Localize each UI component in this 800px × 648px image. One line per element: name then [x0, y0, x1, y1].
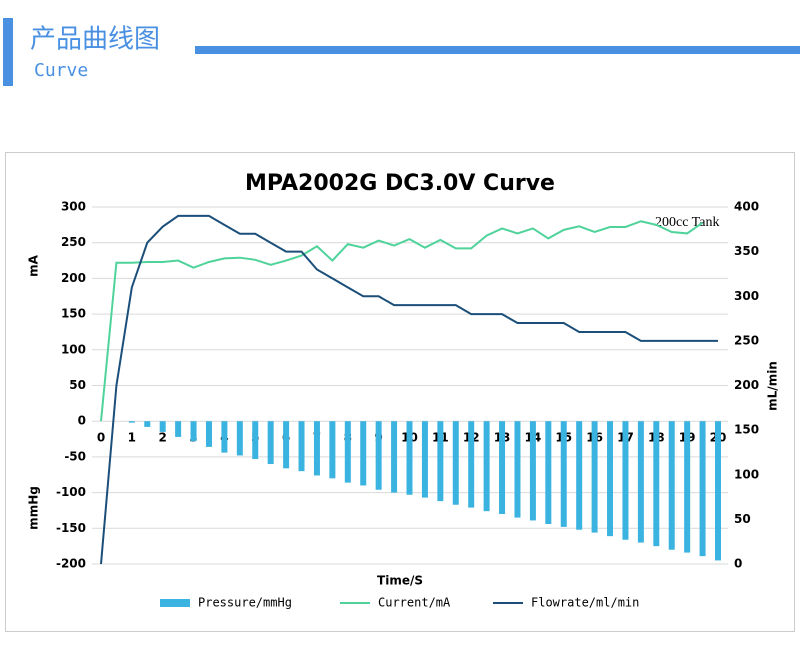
header-title: 产品曲线图	[30, 25, 160, 55]
y-axis-title: mmHg	[27, 486, 41, 530]
y-tick-label: 250	[61, 235, 86, 249]
chart-title: MPA2002G DC3.0V Curve	[245, 171, 555, 196]
bar	[668, 421, 675, 550]
y2-tick-label: 0	[734, 557, 742, 571]
bar	[221, 421, 228, 453]
y2-tick-label: 300	[734, 289, 759, 303]
bar	[298, 421, 305, 472]
y2-tick-label: 50	[734, 512, 751, 526]
bar	[236, 421, 243, 456]
bar	[452, 421, 459, 505]
bar	[699, 421, 706, 557]
legend-label: Current/mA	[378, 596, 451, 610]
x-tick-label: 0	[97, 431, 105, 445]
bar	[529, 421, 536, 521]
chart-frame	[5, 152, 795, 632]
bar	[205, 421, 212, 447]
y2-axis-title: mL/min	[766, 361, 780, 411]
y-tick-label: 300	[61, 200, 86, 214]
legend-label: Pressure/mmHg	[198, 596, 292, 610]
y2-tick-label: 200	[734, 378, 759, 392]
x-tick-label: 2	[159, 431, 167, 445]
bar	[468, 421, 475, 508]
bar	[128, 421, 135, 423]
bar	[576, 421, 583, 530]
y2-tick-label: 250	[734, 333, 759, 347]
bar	[483, 421, 490, 512]
annotation: 200cc Tank	[655, 215, 719, 230]
bar	[607, 421, 614, 537]
y-tick-label: 150	[61, 307, 86, 321]
y-tick-label: 200	[61, 271, 86, 285]
x-axis-title: Time/S	[377, 574, 423, 588]
bar	[144, 421, 151, 427]
bar	[499, 421, 506, 515]
y-tick-label: -50	[64, 449, 86, 463]
bar	[360, 421, 367, 486]
bar	[375, 421, 382, 490]
y2-tick-label: 150	[734, 423, 759, 437]
header-rule	[195, 46, 800, 54]
bar	[406, 421, 413, 495]
y-tick-label: -150	[56, 521, 86, 535]
bar	[313, 421, 320, 476]
line	[100, 220, 704, 422]
y-tick-label: -100	[56, 485, 86, 499]
legend-swatch	[160, 599, 190, 607]
y2-tick-label: 350	[734, 244, 759, 258]
bar	[622, 421, 629, 540]
y2-tick-label: 100	[734, 467, 759, 481]
y2-tick-label: 400	[734, 200, 759, 214]
bar	[560, 421, 567, 527]
bar	[159, 421, 166, 432]
y-tick-label: -200	[56, 557, 86, 571]
bar	[252, 421, 259, 460]
y-tick-label: 100	[61, 342, 86, 356]
x-tick-label: 1	[128, 431, 136, 445]
bar	[283, 421, 290, 469]
bar	[175, 421, 182, 437]
bar	[421, 421, 428, 498]
y-tick-label: 0	[78, 414, 86, 428]
bar	[715, 421, 721, 561]
line	[100, 214, 718, 565]
y-tick-label: 50	[69, 378, 86, 392]
bar	[267, 421, 274, 465]
bar	[391, 421, 398, 493]
y-axis-title: mA	[27, 254, 41, 277]
bar	[545, 421, 552, 525]
header-subtitle: Curve	[34, 60, 88, 81]
bar	[637, 421, 644, 543]
bar	[684, 421, 691, 553]
bar	[344, 421, 351, 483]
bar	[329, 421, 336, 479]
bar	[653, 421, 660, 547]
legend-label: Flowrate/ml/min	[531, 596, 639, 610]
bar	[591, 421, 598, 533]
bar	[437, 421, 444, 502]
bar	[190, 421, 197, 442]
bar	[514, 421, 521, 518]
header-accent	[3, 18, 13, 86]
